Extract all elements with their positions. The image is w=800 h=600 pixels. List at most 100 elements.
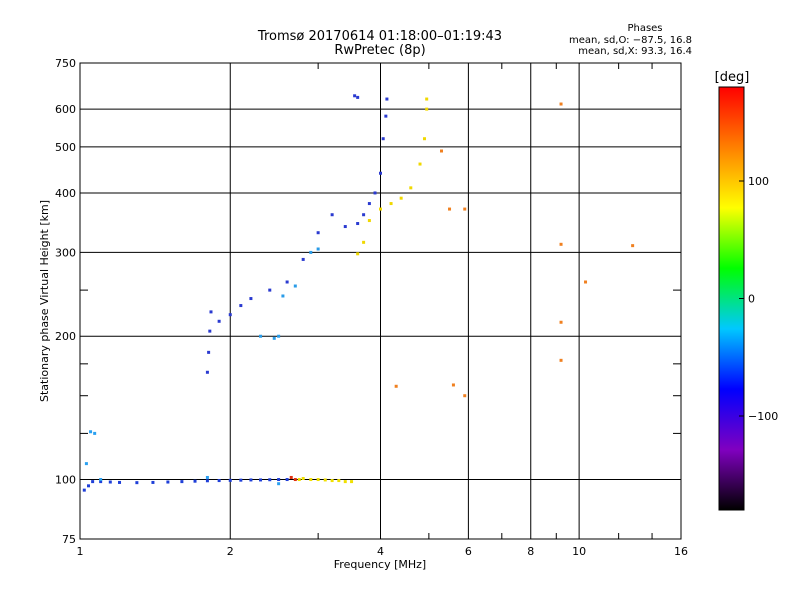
data-point bbox=[217, 479, 221, 483]
data-point bbox=[289, 475, 293, 479]
data-point bbox=[343, 480, 347, 484]
data-point bbox=[249, 478, 253, 482]
data-point bbox=[384, 114, 388, 118]
data-point bbox=[448, 207, 452, 211]
data-point bbox=[425, 107, 429, 111]
data-point bbox=[343, 225, 347, 229]
data-point bbox=[316, 247, 320, 251]
data-point bbox=[463, 394, 467, 398]
y-tick-label: 600 bbox=[55, 103, 76, 116]
data-point bbox=[356, 222, 360, 226]
data-point bbox=[362, 240, 366, 244]
data-point bbox=[356, 252, 360, 256]
data-point bbox=[151, 480, 155, 484]
data-point bbox=[285, 280, 289, 284]
data-point bbox=[293, 478, 297, 482]
data-point bbox=[394, 384, 398, 388]
data-point bbox=[205, 475, 209, 479]
data-point bbox=[87, 484, 91, 488]
data-point bbox=[379, 171, 382, 175]
data-point bbox=[99, 480, 103, 484]
y-tick-label: 100 bbox=[55, 474, 76, 487]
data-point bbox=[330, 479, 334, 483]
x-tick-label: 4 bbox=[377, 545, 384, 558]
x-tick-label: 1 bbox=[77, 545, 84, 558]
data-point bbox=[367, 202, 371, 206]
x-axis-label: Frequency [MHz] bbox=[334, 558, 426, 571]
data-point bbox=[316, 478, 320, 482]
data-point bbox=[422, 137, 426, 141]
data-point bbox=[356, 95, 360, 99]
data-point bbox=[89, 430, 93, 434]
y-tick-label: 500 bbox=[55, 141, 76, 154]
data-point bbox=[84, 462, 88, 466]
data-point bbox=[293, 284, 297, 288]
data-point bbox=[297, 478, 301, 482]
data-point bbox=[166, 480, 170, 484]
data-point bbox=[91, 480, 95, 484]
data-point bbox=[323, 478, 327, 482]
data-point bbox=[584, 280, 588, 284]
data-point bbox=[373, 191, 377, 195]
data-point bbox=[208, 329, 212, 333]
y-tick-label: 400 bbox=[55, 187, 76, 200]
colorbar-tick-label: 0 bbox=[748, 293, 755, 306]
phases-mean-x: mean, sd,X: 93.3, 16.4 bbox=[578, 46, 692, 57]
chart-subtitle: RwPretec (8p) bbox=[334, 43, 425, 58]
data-point bbox=[277, 478, 281, 482]
data-point bbox=[399, 196, 403, 200]
data-point bbox=[193, 479, 197, 483]
data-point bbox=[277, 334, 281, 338]
data-point bbox=[385, 97, 389, 101]
data-point bbox=[362, 213, 366, 217]
data-point bbox=[409, 186, 413, 190]
data-point bbox=[108, 480, 112, 484]
y-tick-label: 200 bbox=[55, 330, 76, 343]
axis-ticks: 1 2 4 6 8 10 16 75 100 200 300 400 500 600 750 bbox=[55, 57, 688, 558]
data-point bbox=[259, 334, 263, 338]
data-point bbox=[268, 478, 272, 482]
data-point bbox=[559, 102, 563, 106]
colorbar-ticks: 100 0 −100 bbox=[739, 175, 778, 423]
x-tick-label: 10 bbox=[572, 545, 586, 558]
data-point bbox=[249, 297, 253, 301]
data-point bbox=[82, 488, 86, 492]
chart-title: Tromsø 20170614 01:18:00–01:19:43 bbox=[257, 29, 502, 44]
data-point bbox=[631, 244, 635, 248]
y-tick-label: 300 bbox=[55, 246, 76, 259]
data-point bbox=[330, 213, 334, 217]
data-point bbox=[425, 97, 429, 101]
x-tick-label: 8 bbox=[527, 545, 534, 558]
x-tick-label: 2 bbox=[227, 545, 234, 558]
data-point bbox=[239, 478, 243, 482]
y-tick-label: 75 bbox=[62, 533, 76, 546]
data-point bbox=[272, 336, 276, 340]
data-point bbox=[559, 242, 563, 246]
data-point bbox=[418, 162, 422, 166]
data-point bbox=[180, 480, 184, 484]
data-point bbox=[281, 294, 285, 298]
x-tick-label: 16 bbox=[674, 545, 688, 558]
data-point bbox=[205, 370, 209, 374]
colorbar-label: [deg] bbox=[715, 70, 750, 85]
data-point bbox=[285, 478, 289, 482]
data-point bbox=[209, 310, 213, 314]
data-point bbox=[228, 478, 232, 482]
data-points bbox=[82, 94, 635, 492]
data-point bbox=[228, 313, 232, 317]
phases-mean-o: mean, sd,O: −87.5, 16.8 bbox=[569, 35, 692, 46]
x-tick-label: 6 bbox=[465, 545, 472, 558]
data-point bbox=[268, 288, 272, 292]
data-point bbox=[316, 231, 320, 235]
data-point bbox=[93, 431, 97, 435]
data-point bbox=[353, 94, 357, 98]
data-point bbox=[559, 358, 563, 362]
colorbar-tick-label: −100 bbox=[748, 410, 778, 423]
y-tick-label: 750 bbox=[55, 57, 76, 70]
data-point bbox=[309, 250, 313, 254]
data-point bbox=[451, 383, 455, 387]
plot-frame bbox=[79, 62, 682, 540]
data-point bbox=[259, 478, 263, 482]
data-point bbox=[350, 480, 354, 484]
